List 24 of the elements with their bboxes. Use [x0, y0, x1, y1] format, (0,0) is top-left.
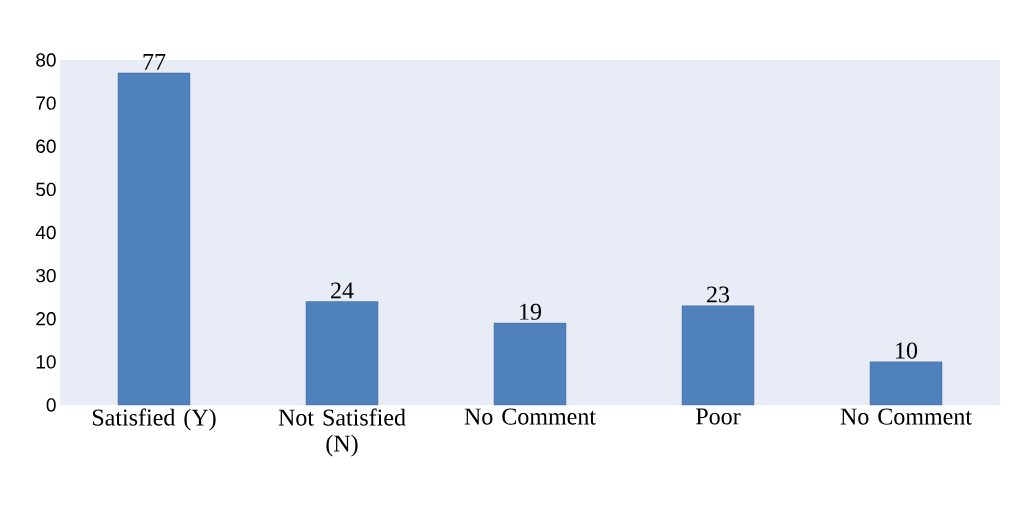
bar — [305, 301, 379, 406]
x-tick-label: No Comment — [840, 408, 972, 425]
bar — [493, 322, 567, 406]
bar — [117, 72, 191, 406]
y-tick-label: 10 — [36, 355, 56, 369]
y-tick-label: 80 — [36, 53, 56, 67]
x-tick-label: Satisfied (Y) — [92, 408, 216, 431]
y-tick-label: 40 — [35, 225, 56, 240]
data-label: 24 — [331, 282, 354, 299]
y-tick-label: 30 — [36, 268, 56, 283]
y-tick-label: 20 — [36, 312, 56, 326]
data-label: 10 — [896, 342, 918, 359]
y-tick-label: 60 — [36, 139, 56, 153]
x-tick-label: No Comment — [464, 408, 596, 425]
x-tick-label: Not Satisfied (N) — [278, 408, 406, 457]
y-tick-label: 70 — [36, 96, 56, 110]
data-label: 19 — [520, 303, 542, 320]
bar — [681, 305, 755, 406]
data-label: 77 — [143, 54, 166, 70]
data-label: 23 — [707, 286, 730, 303]
x-tick-label: Poor — [696, 408, 741, 425]
y-tick-label: 50 — [36, 182, 56, 197]
y-tick-label: 0 — [46, 398, 56, 412]
bar — [869, 361, 943, 406]
